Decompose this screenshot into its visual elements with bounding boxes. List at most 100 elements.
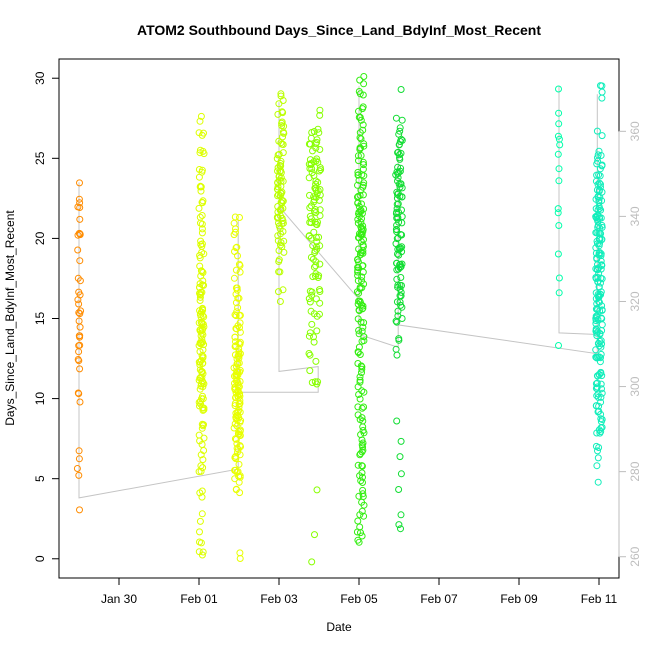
y-tick-label: 10 [33,392,47,406]
data-point [308,320,316,328]
data-point [360,80,368,88]
data-point [355,230,363,238]
data-point [555,165,563,173]
data-point [306,287,314,295]
data-point [593,171,601,179]
data-point [306,218,314,226]
data-point [236,489,244,497]
data-point [315,233,323,241]
data-point [75,195,83,203]
y-axis: 0 5 10 15 20 25 30 [33,71,60,562]
data-point [311,378,319,386]
data-point [359,479,366,486]
data-point [236,549,244,557]
data-point [594,478,602,486]
x-tick-label: Feb 07 [420,592,458,606]
data-point [76,215,84,223]
data-point [592,353,600,361]
data-point [393,417,401,425]
data-point [554,209,562,217]
data-point [313,245,321,253]
data-point [236,408,244,416]
data-point [393,205,401,213]
series-6 [353,73,368,546]
data-point [593,127,601,135]
data-point [555,342,562,349]
data-point [397,164,405,172]
data-point [275,288,282,296]
data-point [313,486,321,494]
data-point [554,150,562,158]
data-point [394,281,402,289]
data-point [274,237,282,245]
data-point [199,548,207,556]
data-point [395,335,403,343]
data-point [312,262,320,270]
data-point [595,426,603,434]
data-point [316,111,324,119]
data-point [198,510,206,518]
data-point [358,215,365,223]
data-point [360,161,367,169]
data-point [231,213,239,221]
data-point [594,157,602,165]
data-point [197,462,205,470]
data-point [356,376,364,384]
data-point [356,416,364,424]
data-point [197,380,205,388]
data-point [360,512,368,520]
data-point [397,288,405,296]
data-point [358,369,365,377]
data-point [195,358,203,366]
data-point [236,214,243,221]
data-point [595,196,603,204]
data-point [197,112,205,120]
data-point [195,204,203,212]
data-point [596,429,604,437]
data-point [316,164,324,172]
data-point [360,388,368,396]
data-point [313,138,321,146]
data-point [357,529,364,537]
data-point [196,517,204,525]
data-point [592,213,600,221]
y-tick-label: 30 [33,71,47,85]
data-point [592,205,600,213]
data-point [594,240,601,248]
data-point [277,169,285,177]
series-3 [230,213,245,562]
data-point [308,165,316,173]
data-point [233,355,241,363]
data-point [598,94,606,102]
data-point [310,333,317,341]
data-point [354,215,362,223]
data-point [198,248,206,256]
data-point [236,451,244,459]
data-point [396,124,404,132]
data-point [198,352,206,360]
chart-title: ATOM2 Southbound Days_Since_Land_BdyInf_… [137,22,541,38]
data-point [274,213,282,221]
data-point [353,288,361,296]
data-point [307,134,315,142]
track-line [78,86,598,499]
data-point [593,372,601,380]
data-point [593,383,601,391]
data-point [233,408,241,416]
data-point [359,443,367,451]
data-point [359,158,367,166]
data-point [360,403,368,411]
data-point [395,168,403,176]
data-point [358,404,366,412]
data-point [398,243,406,251]
data-point [316,212,324,220]
data-point [312,357,320,365]
data-point [278,119,286,127]
data-point [197,187,205,195]
data-point [354,266,362,274]
data-point [555,120,563,128]
y2-tick-label: 300 [628,376,642,396]
data-point [75,317,83,325]
data-point [356,76,364,84]
data-point [359,243,367,251]
